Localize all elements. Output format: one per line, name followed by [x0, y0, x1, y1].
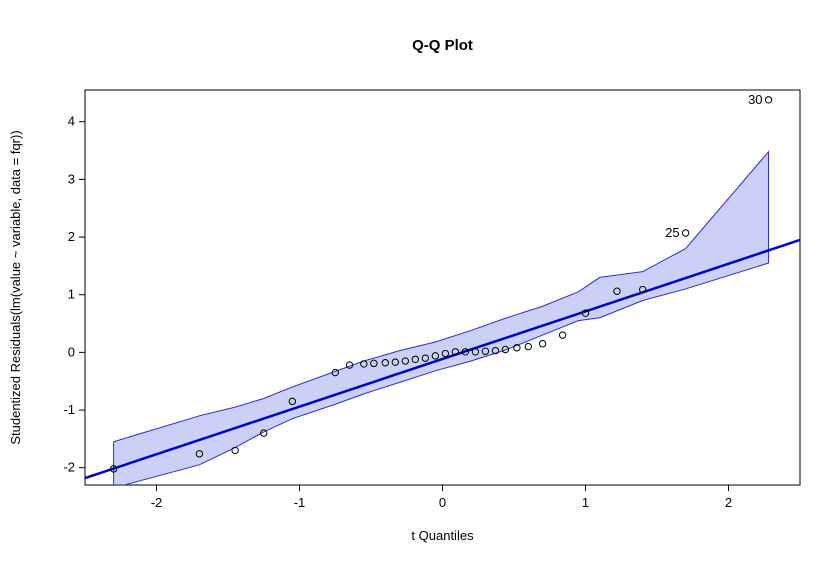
point-label: 25	[665, 225, 679, 240]
data-point	[682, 230, 688, 236]
qq-reference-line	[85, 240, 800, 478]
qqplot-container: Q-Q Plot 25 30 -2 -1 0 1 2 -2 -1 0 1 2 3 4 t Quantiles S…	[0, 0, 829, 581]
data-point	[539, 341, 545, 347]
data-point	[232, 447, 238, 453]
data-point	[765, 97, 771, 103]
chart-title: Q-Q Plot	[412, 37, 473, 54]
y-tick-label: 1	[68, 287, 75, 302]
x-tick-label: -1	[294, 495, 306, 510]
data-point	[559, 332, 565, 338]
x-tick-label: 2	[725, 495, 732, 510]
confidence-envelope	[114, 152, 769, 488]
y-tick-label: 2	[68, 229, 75, 244]
y-axis-label: Studentized Residuals(lm(value ~ variabl…	[8, 130, 23, 444]
y-tick-label: -2	[63, 460, 75, 475]
x-axis-label: t Quantiles	[411, 528, 474, 543]
data-point	[525, 343, 531, 349]
x-tick-label: 1	[582, 495, 589, 510]
qqplot-svg: Q-Q Plot 25 30 -2 -1 0 1 2 -2 -1 0 1 2 3 4 t Quantiles S…	[0, 0, 829, 581]
y-tick-label: -1	[63, 402, 75, 417]
y-tick-label: 4	[68, 114, 75, 129]
point-label: 30	[748, 92, 762, 107]
x-tick-label: 0	[439, 495, 446, 510]
y-tick-label: 0	[68, 344, 75, 359]
x-tick-label: -2	[151, 495, 163, 510]
y-tick-label: 3	[68, 171, 75, 186]
